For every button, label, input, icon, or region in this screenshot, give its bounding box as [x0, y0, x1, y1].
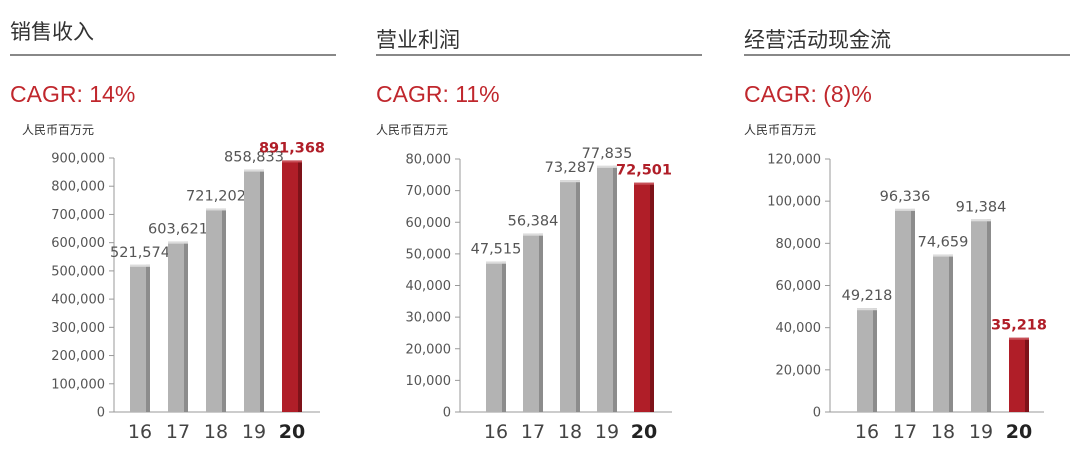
- x-category-label: 18: [204, 421, 228, 443]
- x-category-label: 19: [595, 421, 619, 443]
- y-tick-label: 20,000: [776, 363, 822, 378]
- title-divider: [744, 54, 1070, 56]
- unit-label: 人民币百万元: [376, 123, 449, 137]
- y-tick-label: 40,000: [776, 321, 822, 336]
- cagr-label: CAGR: 11%: [376, 81, 500, 107]
- bar-value-label: 858,833: [224, 150, 284, 166]
- operating-profit-bar-chart: 80,000 70,000 60,000 50,000 40,000 30,000 20,0…: [406, 146, 672, 443]
- bar: [560, 180, 580, 412]
- bar: [282, 160, 302, 412]
- y-tick-label: 20,000: [406, 342, 452, 357]
- revenue-bar-chart: 900,000 800,000 700,000 600,000 500,000 400,0…: [51, 140, 325, 443]
- y-tick-label: 900,000: [51, 152, 105, 167]
- bar: [168, 241, 188, 412]
- bar: [634, 182, 654, 412]
- y-tick-label: 0: [813, 406, 821, 421]
- y-tick-label: 60,000: [406, 216, 452, 231]
- title-divider: [10, 54, 336, 56]
- bar: [971, 219, 991, 412]
- y-tick-label: 0: [443, 406, 451, 421]
- bar-value-label: 49,218: [842, 288, 893, 304]
- x-category-label: 16: [855, 421, 879, 443]
- x-category-label: 17: [521, 421, 545, 443]
- operating-profit-panel: 营业利润 CAGR: 11% 人民币百万元 80,000 70,000 60,000…: [376, 0, 706, 459]
- panel-title: 销售收入: [10, 20, 94, 44]
- bar: [895, 208, 915, 412]
- unit-label: 人民币百万元: [22, 123, 95, 137]
- unit-label: 人民币百万元: [744, 123, 817, 137]
- bar-value-label: 73,287: [545, 160, 596, 176]
- y-tick-label: 60,000: [776, 279, 822, 294]
- x-category-label: 20: [279, 421, 305, 443]
- bar-value-label: 96,336: [880, 189, 931, 205]
- y-tick-label: 30,000: [406, 311, 452, 326]
- cagr-label: CAGR: (8)%: [744, 81, 872, 107]
- bar-value-label: 72,501: [616, 163, 672, 179]
- bar: [486, 261, 506, 412]
- bar-value-label: 77,835: [582, 146, 633, 162]
- bar: [523, 233, 543, 412]
- y-tick-label: 600,000: [51, 236, 105, 251]
- y-tick-label: 70,000: [406, 184, 452, 199]
- operating-cash-flow-bar-chart: 120,000 100,000 80,000 60,000 40,000 20,000 0 4…: [767, 153, 1047, 444]
- bar-value-label: 891,368: [259, 140, 325, 156]
- y-tick-label: 50,000: [406, 247, 452, 262]
- y-tick-label: 80,000: [776, 237, 822, 252]
- y-tick-label: 400,000: [51, 293, 105, 308]
- bar: [206, 208, 226, 412]
- y-tick-label: 800,000: [51, 180, 105, 195]
- x-category-label: 20: [631, 421, 657, 443]
- bar-value-label: 56,384: [508, 214, 559, 230]
- title-divider: [376, 54, 702, 56]
- x-category-label: 17: [893, 421, 917, 443]
- y-tick-label: 10,000: [406, 374, 452, 389]
- x-category-label: 19: [969, 421, 993, 443]
- bar: [130, 264, 150, 412]
- y-tick-label: 700,000: [51, 208, 105, 223]
- bar: [933, 254, 953, 412]
- x-category-label: 18: [558, 421, 582, 443]
- bar-value-label: 521,574: [110, 245, 170, 261]
- cagr-label: CAGR: 14%: [10, 81, 136, 107]
- y-tick-label: 100,000: [767, 195, 821, 210]
- y-tick-label: 200,000: [51, 349, 105, 364]
- bar: [857, 308, 877, 412]
- x-category-label: 19: [242, 421, 266, 443]
- y-tick-label: 0: [97, 406, 105, 421]
- x-category-label: 20: [1006, 421, 1032, 443]
- bar-value-label: 721,202: [186, 188, 246, 204]
- x-category-label: 17: [166, 421, 190, 443]
- panel-title: 营业利润: [376, 28, 460, 52]
- bar: [244, 169, 264, 412]
- y-tick-label: 40,000: [406, 279, 452, 294]
- bar-value-label: 603,621: [148, 222, 208, 238]
- operating-cash-flow-panel: 经营活动现金流 CAGR: (8)% 人民币百万元 120,000 100,000…: [744, 0, 1074, 459]
- y-tick-label: 100,000: [51, 377, 105, 392]
- x-category-label: 18: [931, 421, 955, 443]
- x-category-label: 16: [128, 421, 152, 443]
- x-category-label: 16: [484, 421, 508, 443]
- y-tick-label: 120,000: [767, 153, 821, 168]
- revenue-panel: 销售收入 CAGR: 14% 人民币百万元 900,000 800,000 700,…: [10, 0, 340, 459]
- bar-value-label: 35,218: [991, 318, 1047, 334]
- y-tick-label: 300,000: [51, 321, 105, 336]
- panel-title: 经营活动现金流: [744, 28, 891, 52]
- bar-value-label: 74,659: [918, 235, 969, 251]
- bar: [597, 165, 617, 412]
- bar-value-label: 91,384: [956, 199, 1007, 215]
- y-tick-label: 80,000: [406, 153, 452, 168]
- bar-value-label: 47,515: [471, 242, 522, 258]
- bar: [1009, 337, 1029, 412]
- y-tick-label: 500,000: [51, 264, 105, 279]
